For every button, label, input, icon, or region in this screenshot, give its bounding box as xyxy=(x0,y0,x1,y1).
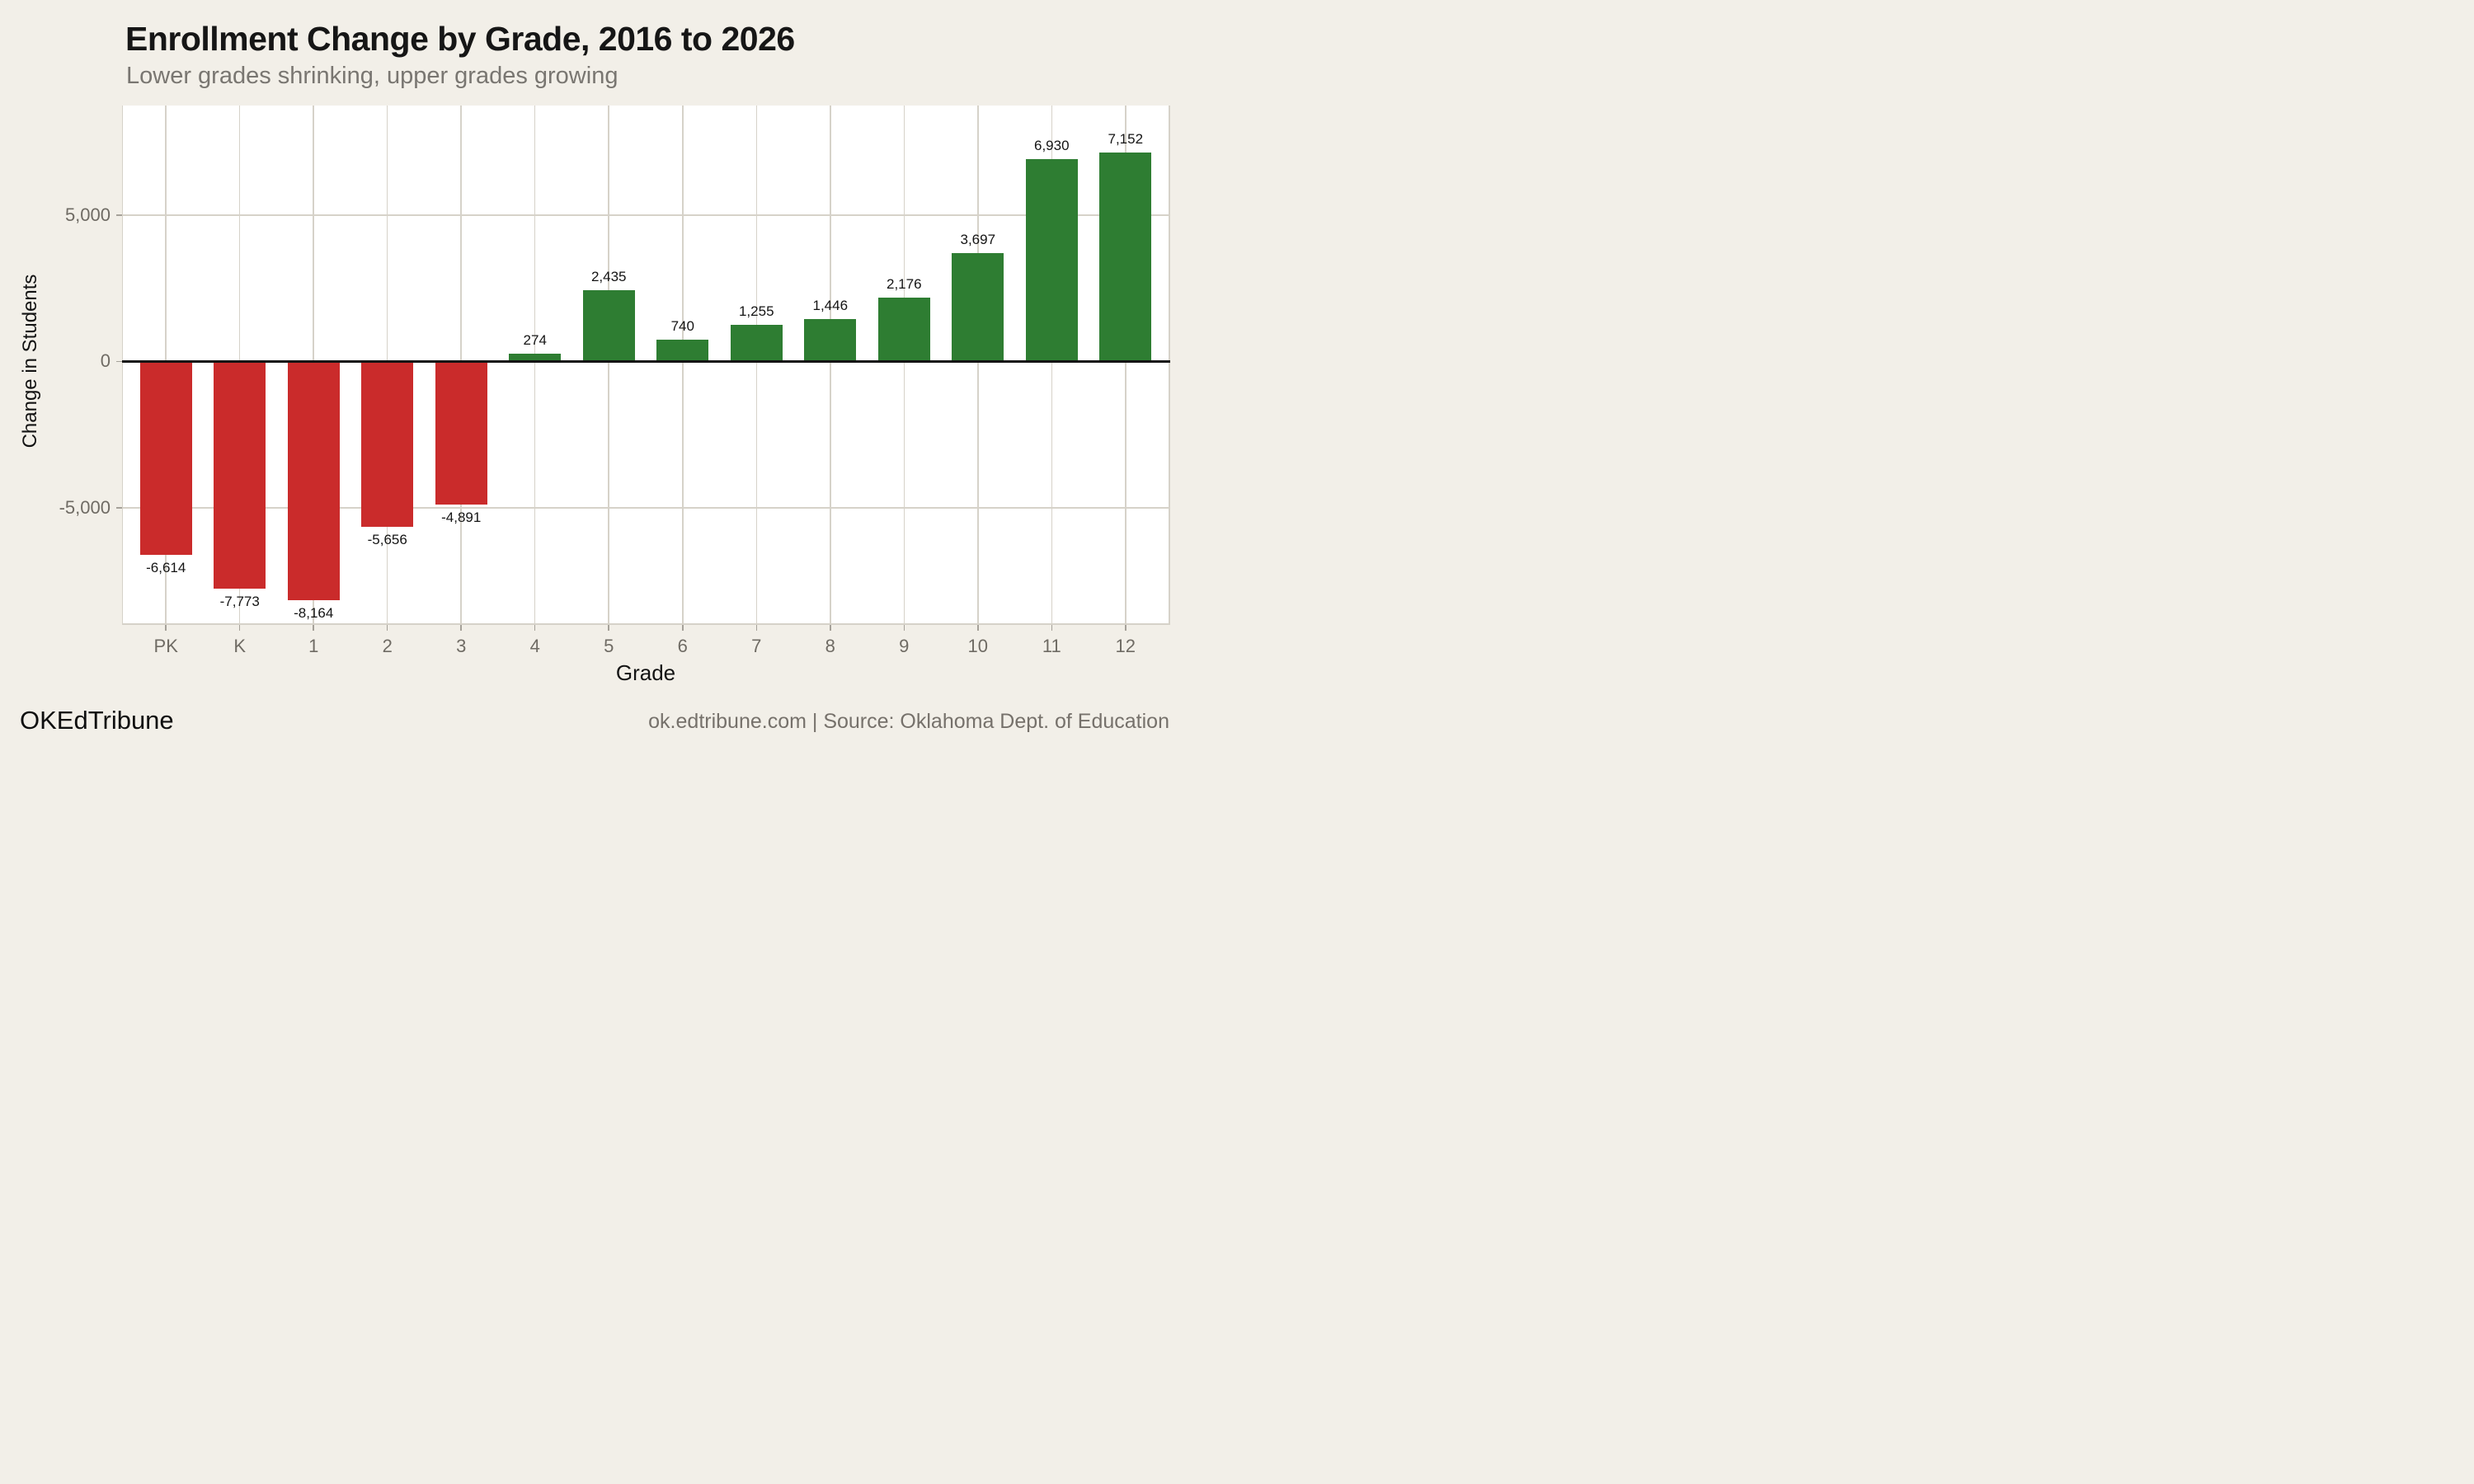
x-tick-label: 2 xyxy=(382,636,393,656)
bar-value-label: -6,614 xyxy=(146,560,186,576)
x-tick-label: 8 xyxy=(825,636,835,656)
y-axis-line xyxy=(121,106,123,623)
bar xyxy=(730,324,783,362)
bar xyxy=(656,340,709,362)
bar-value-label: -8,164 xyxy=(294,605,334,622)
x-tick xyxy=(755,624,757,631)
x-tick-label: 6 xyxy=(677,636,688,656)
bar-value-label: 740 xyxy=(670,318,694,335)
y-tick xyxy=(115,214,122,216)
v-gridline xyxy=(1125,106,1126,623)
y-tick-label: 0 xyxy=(100,350,111,372)
bar-value-label: -5,656 xyxy=(367,532,407,548)
v-gridline xyxy=(903,106,905,623)
bar xyxy=(1025,158,1078,362)
bar-value-label: -4,891 xyxy=(441,509,482,525)
y-tick-label: 5,000 xyxy=(64,204,111,226)
x-axis-title: Grade xyxy=(615,660,676,685)
x-axis-line xyxy=(121,623,1170,625)
source-attribution-text: ok.edtribune.com | Source: Oklahoma Dept… xyxy=(648,710,1169,733)
zero-baseline xyxy=(121,360,1170,363)
x-tick xyxy=(386,624,388,631)
v-gridline xyxy=(534,106,536,623)
x-tick-label: PK xyxy=(153,636,178,656)
x-tick xyxy=(534,624,536,631)
bar-value-label: 1,446 xyxy=(812,298,849,314)
x-tick xyxy=(903,624,905,631)
bar xyxy=(877,298,930,362)
y-tick xyxy=(115,507,122,509)
x-tick-label: 4 xyxy=(529,636,540,656)
x-tick-label: 11 xyxy=(1042,636,1061,656)
x-tick xyxy=(460,624,462,631)
bar-value-label: 2,176 xyxy=(886,276,922,293)
x-tick xyxy=(313,624,314,631)
panel-right-edge-line xyxy=(1169,106,1170,623)
bar-value-label: 274 xyxy=(523,331,547,348)
bar xyxy=(804,319,857,362)
x-tick-label: 3 xyxy=(456,636,467,656)
v-gridline xyxy=(977,106,979,623)
x-tick xyxy=(165,624,167,631)
x-tick-label: 9 xyxy=(899,636,910,656)
bar-value-label: -7,773 xyxy=(219,594,260,610)
bar-value-label: 3,697 xyxy=(960,232,996,248)
x-tick xyxy=(977,624,979,631)
x-tick xyxy=(1051,624,1053,631)
chart-page: Enrollment Change by Grade, 2016 to 2026… xyxy=(0,0,1237,742)
y-tick xyxy=(115,360,122,363)
x-tick xyxy=(238,624,241,631)
x-tick xyxy=(608,624,609,631)
h-gridline xyxy=(121,507,1170,509)
bar xyxy=(952,253,1004,362)
v-gridline xyxy=(1051,106,1053,623)
x-tick xyxy=(830,624,831,631)
bar xyxy=(139,361,192,556)
v-gridline xyxy=(682,106,684,623)
bar-value-label: 6,930 xyxy=(1034,137,1070,153)
v-gridline xyxy=(755,106,757,623)
chart-title: Enrollment Change by Grade, 2016 to 2026 xyxy=(125,20,795,58)
x-tick-label: 7 xyxy=(751,636,762,656)
x-tick-label: K xyxy=(233,636,247,656)
h-gridline xyxy=(121,214,1170,216)
chart-subtitle: Lower grades shrinking, upper grades gro… xyxy=(126,63,618,89)
bar xyxy=(435,361,487,505)
bar xyxy=(214,361,266,589)
x-tick-label: 12 xyxy=(1115,636,1136,656)
v-gridline xyxy=(608,106,609,623)
bar-value-label: 2,435 xyxy=(590,269,627,285)
x-tick-label: 5 xyxy=(604,636,614,656)
bar xyxy=(361,361,414,528)
plot-area: -6,614 -7,773 -8,164 -5,656 -4,891 274 2,435 74… xyxy=(0,0,1237,742)
bar xyxy=(582,290,635,362)
bar xyxy=(509,353,562,362)
x-tick xyxy=(682,624,684,631)
plot-panel: -6,614 -7,773 -8,164 -5,656 -4,891 274 2,435 74… xyxy=(121,106,1170,623)
brand-text: OKEdTribune xyxy=(20,706,174,735)
bar-value-label: 1,255 xyxy=(738,303,774,319)
y-tick-label: -5,000 xyxy=(59,496,111,518)
bar xyxy=(287,361,340,601)
x-tick-label: 1 xyxy=(308,636,319,656)
bar-value-label: 7,152 xyxy=(1108,130,1144,147)
x-tick xyxy=(1125,624,1126,631)
bar xyxy=(1099,152,1152,362)
x-tick-label: 10 xyxy=(967,636,989,656)
v-gridline xyxy=(830,106,831,623)
